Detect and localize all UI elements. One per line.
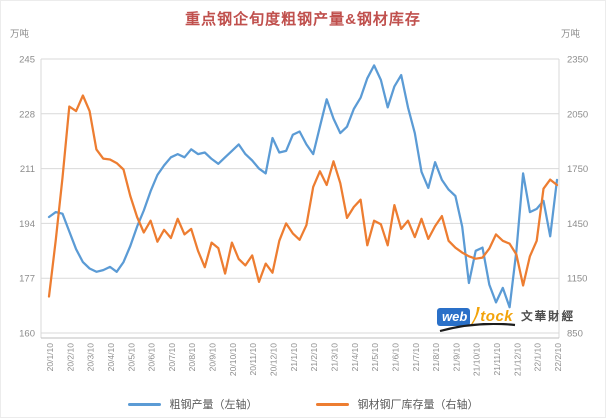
x-axis-tick-label: 21/11/10 xyxy=(492,343,502,376)
watermark-stock-text: tock xyxy=(480,308,514,325)
x-axis-tick-label: 20/12/10 xyxy=(269,343,279,376)
x-axis-tick-label: 21/2/10 xyxy=(309,343,319,372)
legend-item-inventory: 钢材钢厂库存量（右轴） xyxy=(315,396,479,412)
legend-label-crude-steel: 粗钢产量（左轴） xyxy=(169,399,258,411)
x-axis-tick-label: 20/3/10 xyxy=(86,343,96,372)
x-axis-tick-label: 21/9/10 xyxy=(451,343,461,372)
x-axis-tick-label: 20/10/10 xyxy=(228,343,238,376)
x-axis-tick-label: 20/2/10 xyxy=(65,343,75,372)
right-axis-tick-label: 2050 xyxy=(567,109,588,120)
right-axis-tick-label: 2350 xyxy=(567,55,588,66)
left-axis-tick-label: 177 xyxy=(19,274,35,285)
left-axis-tick-label: 211 xyxy=(20,164,35,175)
left-axis-tick-label: 228 xyxy=(19,109,35,120)
x-axis-tick-label: 21/6/10 xyxy=(390,343,400,372)
watermark-cn-text: 文華財經 xyxy=(521,311,576,323)
x-axis-tick-label: 22/2/10 xyxy=(553,343,563,372)
legend-line-blue-icon xyxy=(127,402,161,406)
left-axis-tick-label: 194 xyxy=(19,219,35,230)
legend-label-inventory: 钢材钢厂库存量（右轴） xyxy=(357,399,479,411)
right-axis-tick-label: 1450 xyxy=(567,219,588,230)
x-axis-tick-label: 20/7/10 xyxy=(167,343,177,372)
x-axis-tick-label: 21/3/10 xyxy=(329,343,339,372)
x-axis-tick-label: 20/8/10 xyxy=(187,343,197,372)
watermark-web-text: web xyxy=(437,307,471,326)
legend-line-orange-icon xyxy=(315,402,349,406)
right-axis-unit: 万吨 xyxy=(561,29,581,40)
left-axis-unit: 万吨 xyxy=(10,29,30,40)
x-axis-tick-label: 20/11/10 xyxy=(248,343,258,376)
right-axis-tick-label: 1750 xyxy=(567,164,588,175)
watermark-swoosh-icon xyxy=(439,323,516,332)
watermark: web tock 文華財經 xyxy=(437,302,575,332)
x-axis-tick-label: 21/12/10 xyxy=(512,343,522,376)
x-axis-tick-label: 21/10/10 xyxy=(472,343,482,376)
series-line-inventory xyxy=(47,94,559,298)
x-axis-tick-label: 20/6/10 xyxy=(147,343,157,372)
watermark-logo: web tock xyxy=(437,307,516,332)
x-axis-tick-label: 21/7/10 xyxy=(411,343,421,372)
x-axis-tick-label: 20/4/10 xyxy=(106,343,116,372)
x-axis-tick-label: 20/5/10 xyxy=(126,343,136,372)
watermark-bolt-icon xyxy=(471,307,481,326)
left-axis-tick-label: 245 xyxy=(19,55,35,66)
x-axis-tick-label: 21/1/10 xyxy=(289,343,299,372)
right-axis-tick-label: 850 xyxy=(567,329,583,340)
x-axis-tick-label: 21/5/10 xyxy=(370,343,380,372)
left-axis-tick-label: 160 xyxy=(19,329,35,340)
legend-item-crude-steel: 粗钢产量（左轴） xyxy=(127,396,258,412)
x-axis-tick-label: 21/4/10 xyxy=(350,343,360,372)
x-axis-tick-label: 20/9/10 xyxy=(208,343,218,372)
series-line-crude-steel xyxy=(47,64,559,309)
legend: 粗钢产量（左轴） 钢材钢厂库存量（右轴） xyxy=(1,396,605,412)
right-axis-tick-label: 1150 xyxy=(567,274,587,285)
page-title: 重点钢企旬度粗钢产量&钢材库存 xyxy=(185,11,421,28)
x-axis-tick-label: 22/1/10 xyxy=(533,343,543,372)
x-axis-tick-label: 20/1/10 xyxy=(45,343,55,372)
x-axis-tick-label: 21/8/10 xyxy=(431,343,441,372)
